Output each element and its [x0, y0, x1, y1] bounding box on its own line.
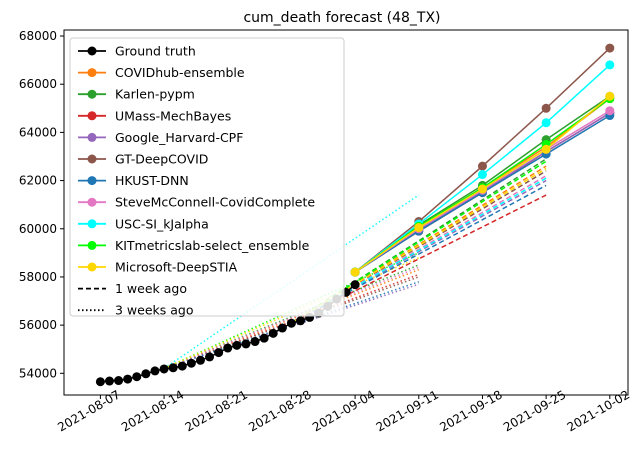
y-tick-label: 64000 [19, 125, 57, 139]
legend-label: 1 week ago [115, 281, 187, 296]
legend-swatch-marker [87, 176, 97, 186]
series-point [541, 144, 551, 154]
y-tick-label: 62000 [19, 174, 57, 188]
legend-swatch-marker [87, 154, 97, 164]
ground-truth-point [95, 377, 105, 387]
ground-truth-point [168, 363, 178, 373]
series-line [354, 47, 611, 273]
y-tick-label: 56000 [19, 318, 57, 332]
legend-box [69, 37, 345, 317]
legend-label: KITmetricslab-select_ensemble [115, 238, 310, 253]
ground-truth-point [141, 369, 151, 379]
legend-swatch-marker [87, 197, 97, 207]
legend-swatch-marker [87, 219, 97, 229]
legend-label: Microsoft-DeepSTIA [115, 260, 238, 275]
series-3weeks-line [163, 276, 420, 370]
y-tick-label: 58000 [19, 270, 57, 284]
legend-swatch-marker [87, 132, 97, 142]
legend-swatch-marker [87, 68, 97, 78]
ground-truth-point [259, 333, 269, 343]
plot-area [95, 43, 615, 387]
legend-swatch-marker [87, 111, 97, 121]
series-3weeks-line [163, 264, 420, 370]
series-3weeks-line [163, 194, 420, 370]
ground-truth-point [277, 323, 287, 333]
ground-truth-point [350, 280, 360, 290]
legend-label: Karlen-pypm [115, 87, 195, 102]
ground-truth-point [104, 376, 114, 386]
ground-truth-point [296, 316, 306, 326]
ground-truth-point [195, 355, 205, 365]
ground-truth-point [223, 343, 233, 353]
ground-truth-point [241, 339, 251, 349]
legend-label: USC-SI_kJalpha [115, 216, 209, 231]
series-point [605, 60, 615, 70]
legend: Ground truth COVIDhub-ensemble Karlen-pypm… [69, 37, 345, 318]
series-point [541, 118, 551, 128]
legend-label: HKUST-DNN [115, 173, 189, 188]
series-point [414, 223, 424, 233]
series-point [605, 43, 615, 53]
axes-frame [63, 29, 629, 396]
ground-truth-point [132, 372, 142, 382]
ground-truth-point [177, 361, 187, 371]
legend-swatch-marker [87, 262, 97, 272]
ground-truth-point [123, 374, 133, 384]
series-point [605, 106, 615, 116]
legend-label: COVIDhub-ensemble [115, 65, 245, 80]
ground-truth-point [250, 337, 260, 347]
ground-truth-point [186, 358, 196, 368]
ground-truth-point [150, 366, 160, 376]
legend-label: GT-DeepCOVID [115, 152, 208, 167]
ground-truth-point [114, 376, 124, 386]
legend-label: Ground truth [115, 44, 196, 59]
chart-title: cum_death forecast (48_TX) [243, 10, 440, 26]
ground-truth-point [214, 348, 224, 358]
series-3weeks-line [163, 266, 420, 370]
legend-swatch-marker [87, 240, 97, 250]
ground-truth-point [268, 328, 278, 338]
legend-label: Google_Harvard-CPF [115, 130, 243, 145]
series-point [605, 91, 615, 101]
legend-swatch-marker [87, 89, 97, 99]
ground-truth-point [159, 364, 169, 374]
y-tick-label: 60000 [19, 222, 57, 236]
ground-truth-point [286, 318, 296, 328]
ground-truth-point [232, 340, 242, 350]
y-tick-label: 54000 [19, 366, 57, 380]
series-point [477, 161, 487, 171]
y-tick-label: 66000 [19, 77, 57, 91]
y-tick-label: 68000 [19, 29, 57, 43]
legend-label: 3 weeks ago [115, 303, 194, 318]
series-point [477, 170, 487, 180]
legend-label: UMass-MechBayes [115, 108, 231, 123]
legend-label: SteveMcConnell-CovidComplete [115, 195, 315, 210]
legend-swatch-marker [87, 46, 97, 56]
series-point [350, 267, 360, 277]
series-point [541, 103, 551, 113]
series-point [477, 184, 487, 194]
ground-truth-point [205, 352, 215, 362]
